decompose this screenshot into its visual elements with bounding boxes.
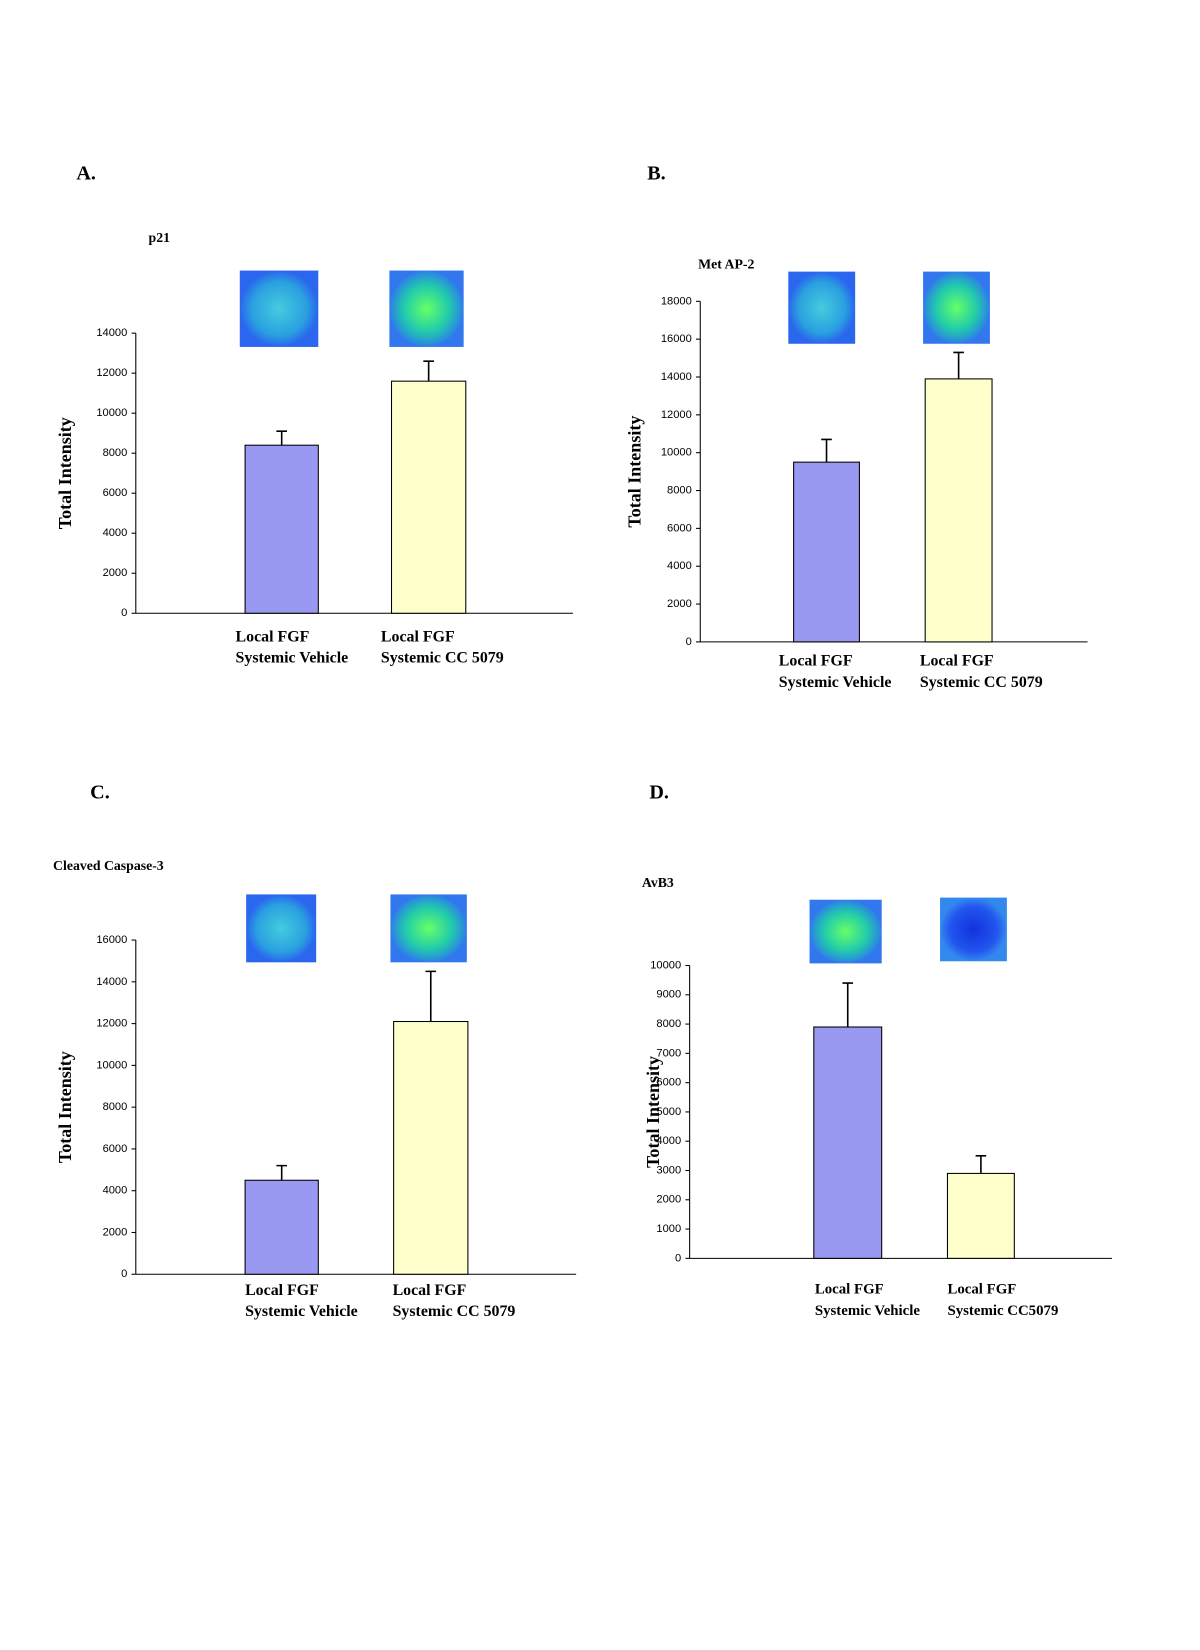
y-tick-label: 12000 bbox=[96, 1018, 127, 1030]
y-tick-label: 5000 bbox=[656, 1106, 681, 1118]
x-tick-label: Local FGF bbox=[381, 628, 455, 645]
y-tick-label: 4000 bbox=[656, 1135, 681, 1147]
chart-title: p21 bbox=[149, 230, 171, 245]
bar bbox=[946, 1172, 1015, 1259]
x-tick-label: Systemic CC 5079 bbox=[393, 1303, 516, 1320]
x-tick-label: Local FGF bbox=[393, 1282, 467, 1299]
thumbnail-image bbox=[390, 894, 467, 963]
x-tick-label: Local FGF bbox=[779, 653, 853, 670]
error-bar bbox=[842, 982, 854, 1028]
y-tick-label: 14000 bbox=[661, 371, 692, 383]
bar bbox=[793, 461, 860, 643]
y-tick-label: 14000 bbox=[96, 976, 127, 988]
x-tick-label: Systemic Vehicle bbox=[245, 1303, 358, 1320]
y-tick-label: 10000 bbox=[661, 447, 692, 459]
x-tick-label: Local FGF bbox=[920, 653, 994, 670]
thumbnail-image bbox=[246, 894, 317, 963]
y-tick-label: 0 bbox=[121, 1268, 127, 1280]
y-tick-label: 14000 bbox=[96, 327, 127, 339]
y-tick-label: 8000 bbox=[103, 447, 128, 459]
error-bar bbox=[423, 360, 434, 382]
x-tick-label: Systemic Vehicle bbox=[815, 1303, 921, 1319]
y-tick-label: 8000 bbox=[667, 484, 692, 496]
y-tick-label: 2000 bbox=[103, 567, 128, 579]
error-bar bbox=[276, 1164, 288, 1181]
bar bbox=[813, 1026, 883, 1259]
bar bbox=[924, 378, 993, 643]
y-tick-label: 3000 bbox=[656, 1164, 681, 1176]
y-tick-label: 1000 bbox=[656, 1223, 681, 1235]
y-tick-label: 0 bbox=[675, 1252, 681, 1264]
y-tick-label: 0 bbox=[686, 636, 692, 648]
thumbnail-image bbox=[788, 271, 856, 344]
y-tick-label: 10000 bbox=[650, 959, 681, 971]
chart-title: AvB3 bbox=[642, 875, 674, 890]
y-axis-label: Total Intensity bbox=[55, 1051, 75, 1163]
bar bbox=[244, 444, 319, 614]
x-tick-label: Local FGF bbox=[947, 1282, 1016, 1298]
x-tick-label: Local FGF bbox=[236, 628, 310, 645]
bar bbox=[393, 1020, 469, 1275]
figure-content: A. p21 Total Intensity 0 2000 4000 6000 8000 100… bbox=[53, 163, 1112, 1320]
x-tick-label: Systemic CC 5079 bbox=[381, 650, 504, 667]
error-bar bbox=[975, 1155, 987, 1174]
y-axis-label: Total Intensity bbox=[55, 417, 75, 529]
error-bar bbox=[276, 430, 288, 446]
panel-label: B. bbox=[647, 163, 665, 185]
x-tick-label: Local FGF bbox=[245, 1282, 319, 1299]
y-tick-label: 6000 bbox=[103, 487, 128, 499]
y-tick-label: 2000 bbox=[667, 598, 692, 610]
panel-label: C. bbox=[90, 781, 110, 803]
thumbnail-image bbox=[923, 271, 990, 344]
error-bar bbox=[953, 351, 964, 379]
y-tick-label: 10000 bbox=[96, 1059, 127, 1071]
y-tick-label: 4000 bbox=[103, 1185, 128, 1197]
chart-title: Met AP-2 bbox=[698, 256, 754, 271]
thumbnail-image bbox=[239, 270, 319, 347]
y-tick-label: 4000 bbox=[103, 527, 128, 539]
y-tick-label: 2000 bbox=[656, 1194, 681, 1206]
y-axis-label: Total Intensity bbox=[643, 1056, 663, 1168]
error-bar bbox=[425, 970, 437, 1022]
x-tick-label: Systemic Vehicle bbox=[236, 650, 349, 667]
thumbnail-image bbox=[389, 270, 464, 347]
error-bar bbox=[821, 438, 832, 463]
y-tick-label: 7000 bbox=[656, 1047, 681, 1059]
y-tick-label: 6000 bbox=[656, 1077, 681, 1089]
thumbnail-image bbox=[809, 899, 882, 964]
bar bbox=[390, 380, 467, 614]
y-tick-label: 8000 bbox=[103, 1101, 128, 1113]
y-tick-label: 4000 bbox=[667, 560, 692, 572]
bar bbox=[244, 1179, 319, 1275]
y-tick-label: 0 bbox=[121, 607, 127, 619]
y-tick-label: 16000 bbox=[661, 333, 692, 345]
x-tick-label: Systemic CC 5079 bbox=[920, 674, 1043, 691]
y-tick-label: 8000 bbox=[656, 1018, 681, 1030]
y-tick-label: 6000 bbox=[667, 522, 692, 534]
y-axis-label: Total Intensity bbox=[625, 416, 645, 528]
thumbnail-image bbox=[940, 897, 1007, 962]
x-tick-label: Systemic Vehicle bbox=[779, 674, 892, 691]
y-tick-label: 12000 bbox=[661, 409, 692, 421]
x-tick-label: Local FGF bbox=[815, 1282, 884, 1298]
chart-title: Cleaved Caspase-3 bbox=[53, 858, 164, 873]
panel-label: D. bbox=[649, 781, 669, 803]
y-tick-label: 18000 bbox=[661, 295, 692, 307]
x-tick-label: Systemic CC5079 bbox=[947, 1303, 1058, 1319]
y-tick-label: 9000 bbox=[656, 989, 681, 1001]
y-tick-label: 2000 bbox=[103, 1226, 128, 1238]
y-tick-label: 16000 bbox=[96, 934, 127, 946]
y-tick-label: 6000 bbox=[103, 1143, 128, 1155]
panel-label: A. bbox=[76, 163, 96, 185]
y-tick-label: 10000 bbox=[96, 407, 127, 419]
y-tick-label: 12000 bbox=[96, 367, 127, 379]
